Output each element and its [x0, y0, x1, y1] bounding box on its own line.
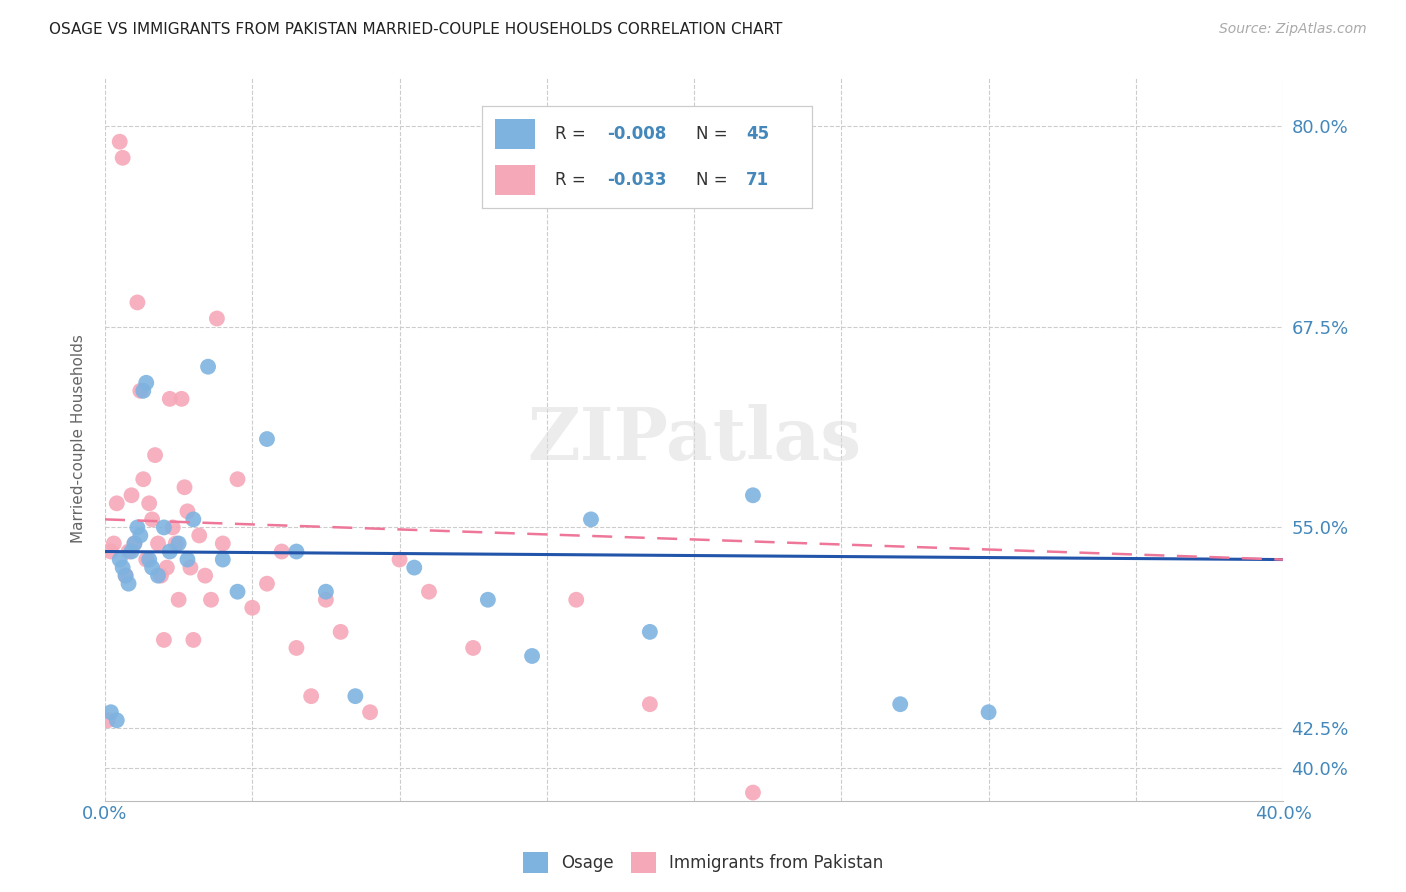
Point — [114, 568, 136, 582]
Point — [159, 544, 181, 558]
Point — [132, 384, 155, 398]
Point — [315, 584, 337, 599]
Point — [127, 295, 149, 310]
Point — [156, 560, 179, 574]
Point — [176, 552, 198, 566]
Point — [240, 600, 263, 615]
Point — [194, 568, 217, 582]
Point — [256, 432, 278, 446]
Point — [108, 135, 131, 149]
Point — [205, 311, 228, 326]
Point — [135, 552, 157, 566]
Point — [103, 536, 125, 550]
Point — [138, 496, 160, 510]
Point — [105, 713, 128, 727]
Point — [97, 713, 120, 727]
Point — [111, 560, 134, 574]
Point — [105, 496, 128, 510]
Point — [100, 544, 122, 558]
Point — [121, 488, 143, 502]
Point — [143, 448, 166, 462]
Text: ZIPatlas: ZIPatlas — [527, 403, 860, 475]
Point — [211, 552, 233, 566]
Point — [742, 488, 765, 502]
Point — [404, 560, 426, 574]
Point — [226, 472, 249, 486]
Point — [315, 592, 337, 607]
Point — [111, 151, 134, 165]
Legend: Osage, Immigrants from Pakistan: Osage, Immigrants from Pakistan — [516, 846, 890, 880]
Point — [520, 648, 543, 663]
Point — [742, 786, 765, 800]
Y-axis label: Married-couple Households: Married-couple Households — [72, 334, 86, 543]
Point — [270, 544, 292, 558]
Text: OSAGE VS IMMIGRANTS FROM PAKISTAN MARRIED-COUPLE HOUSEHOLDS CORRELATION CHART: OSAGE VS IMMIGRANTS FROM PAKISTAN MARRIE… — [49, 22, 783, 37]
Point — [918, 818, 941, 832]
Point — [146, 536, 169, 550]
Point — [200, 592, 222, 607]
Point — [176, 504, 198, 518]
Point — [477, 592, 499, 607]
Point — [418, 584, 440, 599]
Point — [889, 697, 911, 711]
Point — [141, 512, 163, 526]
Point — [117, 576, 139, 591]
Point — [167, 592, 190, 607]
Point — [129, 384, 152, 398]
Point — [285, 544, 308, 558]
Point — [285, 640, 308, 655]
Point — [132, 472, 155, 486]
Point — [388, 552, 411, 566]
Point — [183, 632, 205, 647]
Point — [117, 544, 139, 558]
Point — [153, 632, 176, 647]
Point — [146, 568, 169, 582]
Point — [165, 536, 187, 550]
Point — [845, 858, 868, 872]
Point — [162, 520, 184, 534]
Point — [129, 528, 152, 542]
Point — [124, 536, 146, 550]
Point — [977, 705, 1000, 719]
Point — [167, 536, 190, 550]
Point — [173, 480, 195, 494]
Point — [121, 544, 143, 558]
Point — [188, 528, 211, 542]
Point — [149, 568, 172, 582]
Point — [344, 689, 367, 703]
Point — [565, 592, 588, 607]
Point — [127, 520, 149, 534]
Point — [138, 552, 160, 566]
Point — [135, 376, 157, 390]
Point — [211, 536, 233, 550]
Point — [179, 560, 201, 574]
Point — [256, 576, 278, 591]
Point — [197, 359, 219, 374]
Point — [329, 624, 352, 639]
Point — [159, 392, 181, 406]
Point — [100, 705, 122, 719]
Point — [638, 624, 661, 639]
Point — [141, 560, 163, 574]
Point — [114, 568, 136, 582]
Point — [359, 705, 381, 719]
Point — [170, 392, 193, 406]
Point — [579, 512, 602, 526]
Point — [108, 552, 131, 566]
Point — [183, 512, 205, 526]
Point — [226, 584, 249, 599]
Text: Source: ZipAtlas.com: Source: ZipAtlas.com — [1219, 22, 1367, 37]
Point — [463, 640, 485, 655]
Point — [506, 818, 529, 832]
Point — [638, 697, 661, 711]
Point — [299, 689, 322, 703]
Point — [153, 520, 176, 534]
Point — [124, 536, 146, 550]
